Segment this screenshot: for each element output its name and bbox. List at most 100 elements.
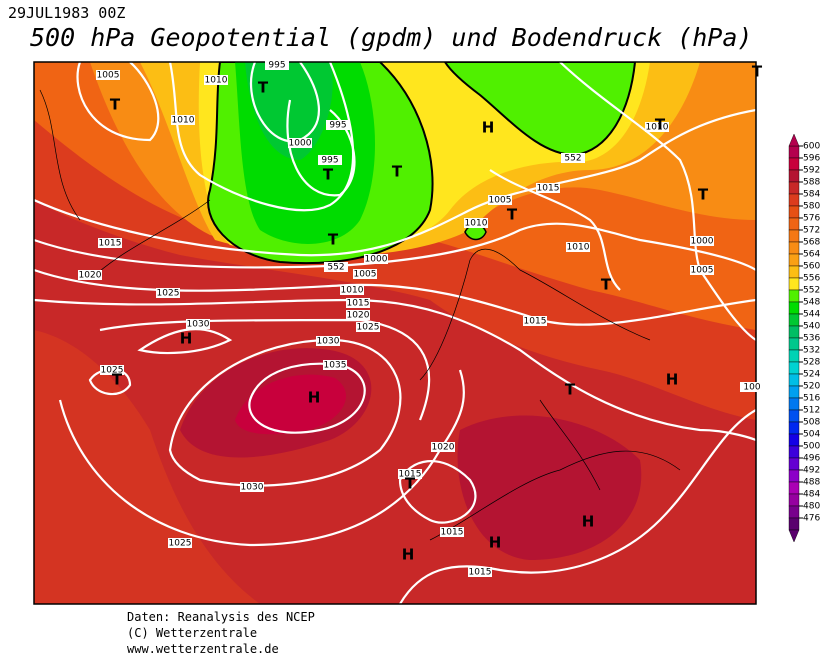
- pressure-center: T: [601, 276, 612, 294]
- colorbar-label: 564: [803, 250, 820, 260]
- pressure-label: 1005: [489, 196, 512, 206]
- label-box: [288, 138, 312, 148]
- colorbar-swatch: [788, 397, 800, 411]
- label-box: [340, 285, 364, 295]
- colorbar-swatch: [788, 169, 800, 183]
- colorbar-swatch: [788, 469, 800, 483]
- pressure-label: 552: [327, 263, 344, 273]
- colorbar-arrow-bottom: [788, 529, 800, 543]
- label-box: [566, 242, 590, 252]
- label-box: [171, 115, 195, 125]
- label-box: [645, 122, 669, 132]
- colorbar-label: 552: [803, 286, 820, 296]
- colorbar-label: 520: [803, 382, 820, 392]
- colorbar-label: 476: [803, 514, 820, 524]
- colorbar-label: 592: [803, 166, 820, 176]
- colorbar-swatch: [788, 493, 800, 507]
- label-box: [96, 70, 120, 80]
- colorbar-swatch: [788, 301, 800, 315]
- pressure-label: 995: [329, 121, 346, 131]
- pressure-center: T: [392, 163, 403, 181]
- label-box: [156, 288, 180, 298]
- pressure-label: 995: [321, 156, 338, 166]
- label-box: [186, 319, 210, 329]
- colorbar-swatch: [788, 433, 800, 447]
- label-box: [440, 527, 464, 537]
- colorbar-swatch: [788, 157, 800, 171]
- pressure-label: 995: [268, 61, 285, 71]
- pressure-center: T: [112, 371, 123, 389]
- date: 29JUL1983 00Z: [8, 4, 125, 22]
- map-frame: [33, 61, 757, 605]
- label-box: [346, 298, 370, 308]
- label-box: [346, 310, 370, 320]
- footer-line: (C) Wetterzentrale: [127, 626, 257, 640]
- pressure-center: T: [110, 96, 121, 114]
- colorbar-swatch: [788, 421, 800, 435]
- colorbar-swatch: [788, 373, 800, 387]
- colorbar-label: 556: [803, 274, 820, 284]
- pressure-center: T: [507, 206, 518, 224]
- pressure-label: 1000: [365, 255, 388, 265]
- label-box: [240, 482, 264, 492]
- pressure-label: 100: [743, 383, 760, 393]
- label-box: [204, 75, 228, 85]
- pressure-label: 1010: [205, 76, 228, 86]
- colorbar-swatch: [788, 505, 800, 519]
- pressure-label: 1010: [567, 243, 590, 253]
- colorbar-label: 516: [803, 394, 820, 404]
- pressure-center: T: [328, 231, 339, 249]
- map: [34, 62, 756, 604]
- pressure-label: 1000: [691, 237, 714, 247]
- pressure-center: H: [180, 330, 193, 348]
- pressure-label: 1020: [347, 311, 370, 321]
- pressure-label: 1010: [646, 123, 669, 133]
- footer-line: www.wetterzentrale.de: [127, 642, 279, 656]
- label-box: [690, 265, 714, 275]
- pressure-label: 1010: [341, 286, 364, 296]
- label-box: [488, 195, 512, 205]
- colorbar-swatch: [788, 385, 800, 399]
- pressure-label: 1005: [97, 71, 120, 81]
- label-box: [353, 269, 377, 279]
- label-box: [740, 382, 764, 392]
- pressure-label: 1010: [172, 116, 195, 126]
- pressure-center: H: [582, 513, 595, 531]
- pressure-center: T: [405, 475, 416, 493]
- colorbar-swatch: [788, 313, 800, 327]
- label-box: [561, 153, 585, 163]
- colorbar-swatch: [788, 229, 800, 243]
- colorbar-label: 600: [803, 142, 820, 152]
- pressure-center: T: [698, 186, 709, 204]
- pressure-label: 1025: [357, 323, 380, 333]
- pressure-label: 552: [564, 154, 581, 164]
- colorbar-swatch: [788, 457, 800, 471]
- title: 500 hPa Geopotential (gpdm) und Bodendru…: [30, 23, 752, 52]
- pressure-label: 1030: [187, 320, 210, 330]
- pressure-label: 1030: [317, 337, 340, 347]
- pressure-center: H: [402, 546, 415, 564]
- colorbar-label: 580: [803, 202, 820, 212]
- colorbar-label: 492: [803, 466, 820, 476]
- colorbar-label: 488: [803, 478, 820, 488]
- pressure-label: 1015: [524, 317, 547, 327]
- pressure-center: H: [482, 119, 495, 137]
- colorbar-swatch: [788, 409, 800, 423]
- pressure-center: T: [655, 116, 666, 134]
- pressure-label: 1020: [432, 443, 455, 453]
- colorbar-label: 508: [803, 418, 820, 428]
- label-box: [690, 236, 714, 246]
- pressure-label: 1020: [79, 271, 102, 281]
- label-box: [326, 120, 350, 130]
- label-box: [464, 218, 488, 228]
- label-box: [316, 336, 340, 346]
- colorbar-swatch: [788, 481, 800, 495]
- colorbar-swatch: [788, 217, 800, 231]
- pressure-label: 1015: [99, 239, 122, 249]
- colorbar-swatch: [788, 193, 800, 207]
- pressure-label: 1030: [241, 483, 264, 493]
- colorbar-label: 576: [803, 214, 820, 224]
- pressure-center: H: [666, 371, 679, 389]
- pressure-label: 1000: [289, 139, 312, 149]
